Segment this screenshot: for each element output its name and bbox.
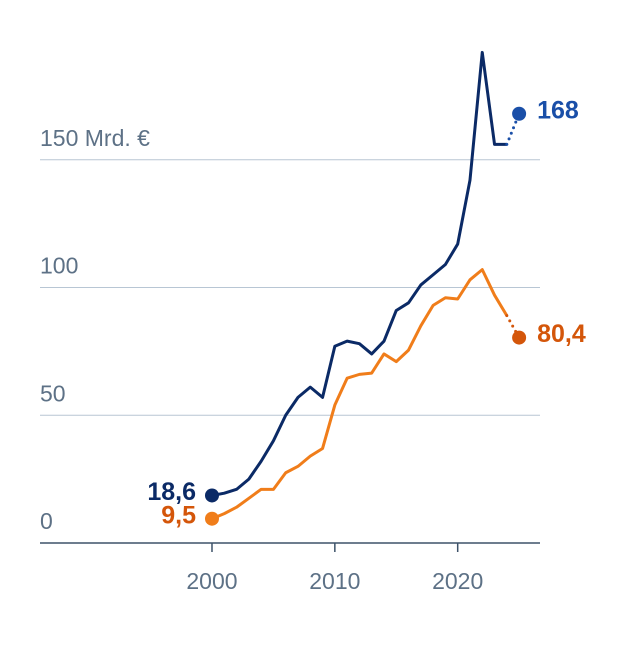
- value-label: 80,4: [537, 320, 586, 348]
- x-tick-label: 2000: [186, 568, 237, 594]
- y-tick-label: 0: [40, 508, 53, 534]
- value-label: 168: [537, 96, 579, 124]
- series-line: [211, 50, 507, 497]
- point-marker: [204, 488, 219, 503]
- point-marker: [204, 511, 219, 526]
- x-tick-label: 2010: [309, 568, 360, 594]
- x-tick-label: 2020: [432, 568, 483, 594]
- value-label: 9,5: [161, 501, 196, 529]
- point-marker: [512, 106, 527, 121]
- value-label: 18,6: [147, 478, 196, 506]
- series-line: [211, 268, 509, 521]
- y-tick-label: 100: [40, 253, 78, 279]
- y-tick-label: 50: [40, 380, 66, 406]
- projection-line: [505, 112, 521, 146]
- projection-line: [505, 314, 521, 340]
- point-marker: [512, 330, 527, 345]
- y-tick-label: 150 Mrd. €: [40, 125, 150, 151]
